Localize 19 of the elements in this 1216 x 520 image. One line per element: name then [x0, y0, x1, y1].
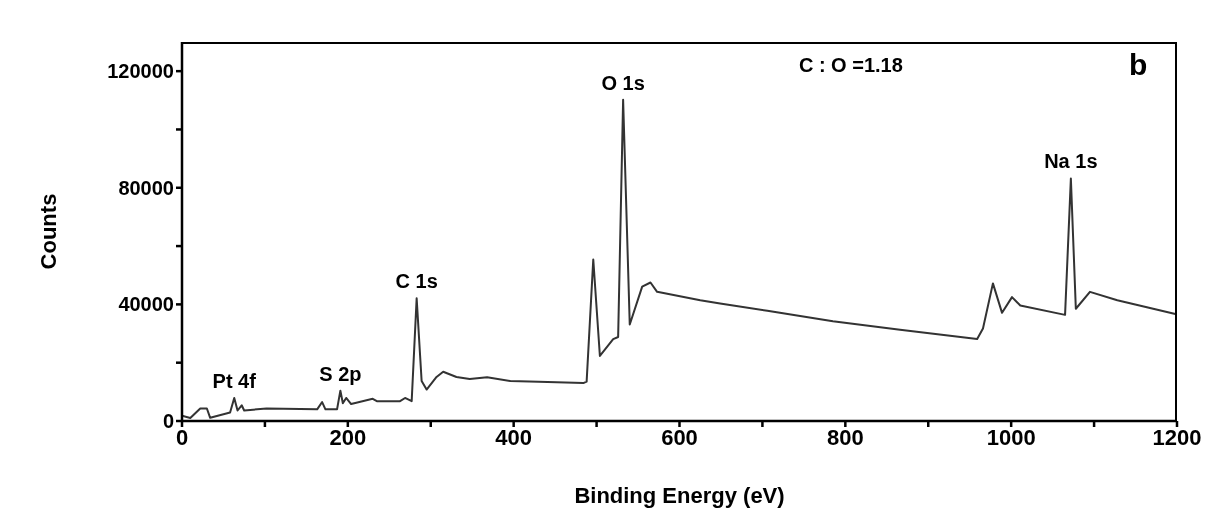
y-tick-label: 0: [162, 410, 174, 433]
annotation: C 1s: [395, 270, 438, 293]
annotation: C : O =1.18: [798, 54, 903, 77]
x-tick-label: 400: [495, 424, 533, 450]
annotation: O 1s: [601, 71, 645, 94]
x-axis-title: Binding Energy (eV): [574, 483, 785, 508]
y-tick-label: 120000: [107, 60, 174, 83]
annotation: b: [1129, 48, 1148, 82]
x-tick-label: 1200: [1152, 424, 1202, 450]
x-tick-label: 1000: [986, 424, 1036, 450]
y-tick-label: 40000: [118, 293, 174, 316]
x-tick-label: 600: [661, 424, 698, 450]
annotation: Na 1s: [1044, 150, 1098, 173]
annotation: Pt 4f: [212, 369, 257, 392]
annotation: S 2p: [319, 362, 362, 385]
x-tick-label: 200: [329, 424, 367, 450]
x-tick-label: 800: [826, 424, 864, 450]
y-axis-title: Counts: [35, 193, 61, 270]
y-tick-label: 80000: [118, 176, 174, 199]
